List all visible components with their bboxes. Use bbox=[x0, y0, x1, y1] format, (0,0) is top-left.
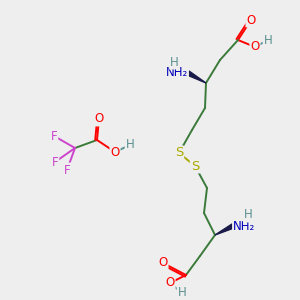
Text: NH₂: NH₂ bbox=[166, 67, 188, 80]
Text: F: F bbox=[52, 155, 58, 169]
Text: O: O bbox=[250, 40, 260, 53]
Text: O: O bbox=[94, 112, 103, 125]
Text: H: H bbox=[264, 34, 272, 46]
Text: H: H bbox=[178, 286, 186, 299]
Text: H: H bbox=[169, 56, 178, 68]
Text: F: F bbox=[51, 130, 57, 142]
Text: S: S bbox=[175, 146, 183, 160]
Text: O: O bbox=[246, 14, 256, 26]
Text: S: S bbox=[191, 160, 199, 172]
Text: O: O bbox=[110, 146, 120, 158]
Text: O: O bbox=[158, 256, 168, 269]
Text: NH₂: NH₂ bbox=[233, 220, 255, 232]
Text: O: O bbox=[165, 277, 175, 290]
Text: H: H bbox=[244, 208, 252, 221]
Polygon shape bbox=[215, 224, 234, 235]
Text: F: F bbox=[64, 164, 70, 176]
Polygon shape bbox=[187, 71, 206, 83]
Text: H: H bbox=[126, 139, 134, 152]
